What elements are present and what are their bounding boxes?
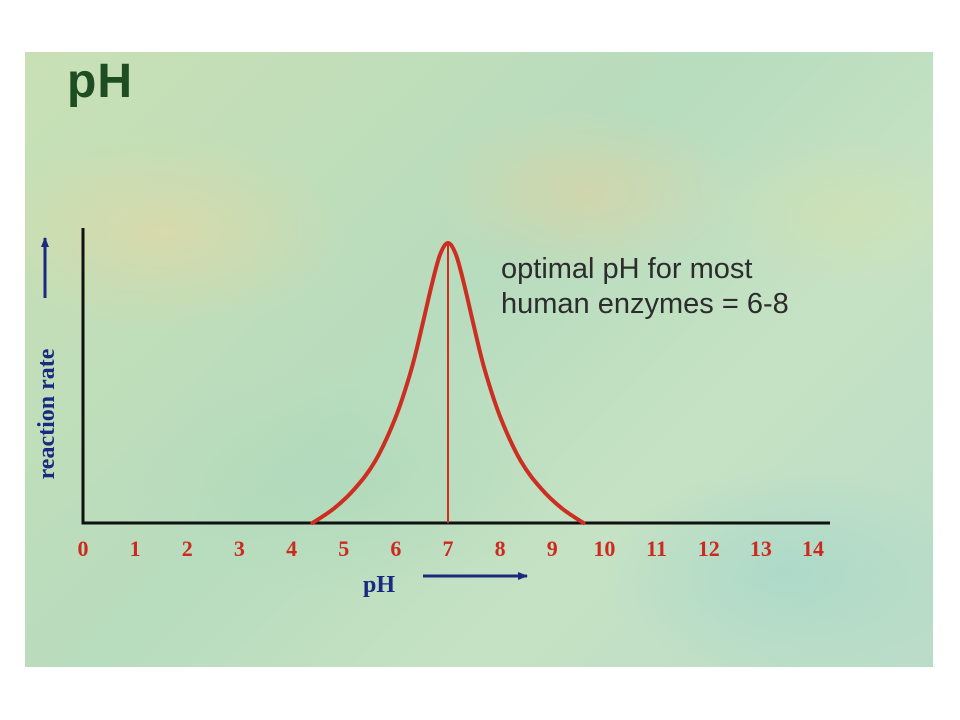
optimal-ph-note-line-1: optimal pH for most (501, 253, 753, 285)
x-tick-label: 1 (130, 536, 141, 561)
optimal-ph-note: optimal pH for most human enzymes = 6-8 (501, 252, 921, 322)
x-tick-label: 8 (495, 536, 506, 561)
x-tick-label: 14 (802, 536, 824, 561)
enzyme-activity-curve (310, 241, 586, 525)
x-tick-label: 3 (234, 536, 245, 561)
x-tick-label: 13 (750, 536, 772, 561)
slide-background: pH 0 1 2 3 4 5 6 7 8 9 10 11 12 13 14 pH reaction rate … (25, 52, 933, 667)
x-tick-label: 10 (593, 536, 615, 561)
y-axis-title: reaction rate (34, 348, 60, 479)
x-tick-label: 4 (286, 536, 297, 561)
x-tick-label: 12 (698, 536, 720, 561)
axes (81, 228, 830, 525)
x-tick-label: 9 (547, 536, 558, 561)
axis-titles: pH reaction rate (34, 237, 528, 598)
x-tick-label: 11 (646, 536, 667, 561)
x-tick-label: 7 (443, 536, 454, 561)
optimal-ph-note-line-2: human enzymes = 6-8 (501, 288, 789, 320)
x-tick-label: 5 (338, 536, 349, 561)
x-axis-title: pH (363, 572, 395, 598)
series (310, 241, 586, 525)
x-tick-labels: 0 1 2 3 4 5 6 7 8 9 10 11 12 13 14 (78, 536, 825, 561)
slide-title: pH (67, 55, 133, 108)
x-tick-label: 6 (390, 536, 401, 561)
x-tick-label: 0 (78, 536, 89, 561)
x-tick-label: 2 (182, 536, 193, 561)
